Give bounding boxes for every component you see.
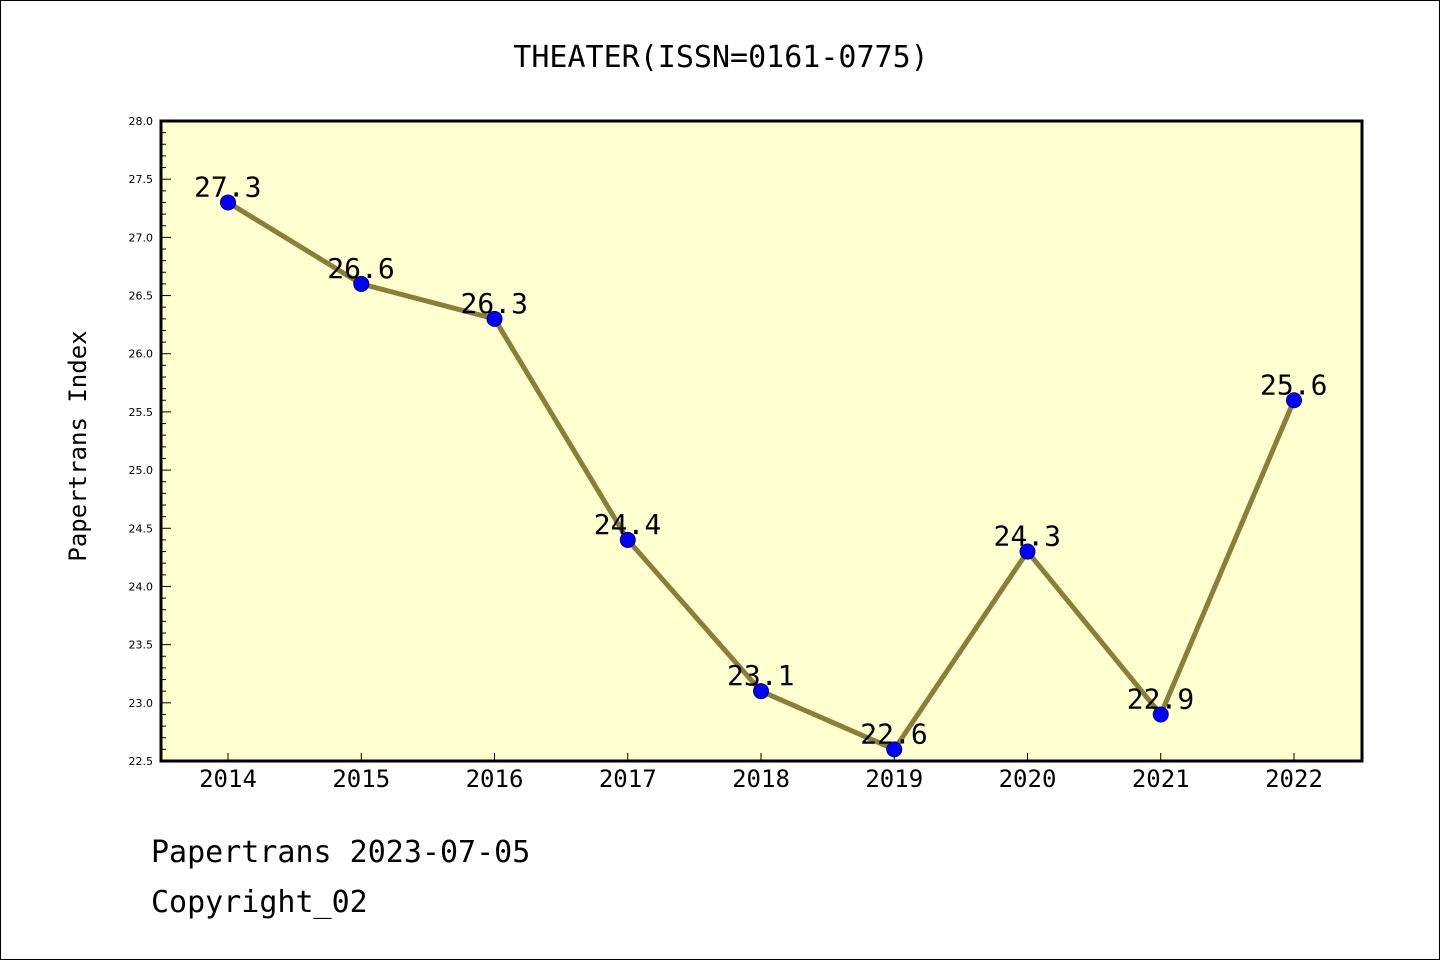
- data-label: 26.3: [461, 287, 528, 320]
- x-axis-ticks: 2014 2015 2016 2017 2018 2019 2020 2021 2022: [199, 753, 1323, 793]
- x-tick-label: 2020: [999, 765, 1057, 793]
- y-tick-label: 23.0: [129, 697, 154, 710]
- data-point: [486, 310, 503, 327]
- y-tick-label: 23.5: [129, 639, 154, 652]
- data-label: 27.3: [194, 170, 261, 203]
- data-label: 22.6: [860, 717, 927, 750]
- x-tick-label: 2014: [199, 765, 257, 793]
- footer-copyright: Copyright_02: [151, 885, 368, 920]
- y-axis-label: Papertrans Index: [64, 330, 92, 561]
- y-tick-label: 24.0: [129, 580, 154, 593]
- data-point: [1152, 706, 1169, 723]
- data-label: 26.6: [327, 252, 394, 285]
- y-tick-label: 27.5: [129, 173, 154, 186]
- y-tick-label: 26.0: [129, 348, 154, 361]
- data-point: [353, 275, 370, 292]
- y-axis-ticks: 22.5 23.0 23.5 24.0 24.5 25.0 25.5 26.0 26.5 27.0…: [129, 115, 171, 768]
- plot-area: [159, 119, 1364, 763]
- x-tick-label: 2018: [732, 765, 790, 793]
- chart-title: THEATER(ISSN=0161-0775): [513, 40, 928, 75]
- x-tick-label: 2015: [332, 765, 390, 793]
- y-tick-label: 28.0: [129, 115, 154, 128]
- x-tick-label: 2022: [1265, 765, 1323, 793]
- footer-date: Papertrans 2023-07-05: [151, 835, 531, 870]
- data-point: [1286, 392, 1302, 409]
- data-label: 25.6: [1260, 368, 1327, 401]
- y-tick-label: 22.5: [129, 755, 154, 768]
- data-label: 23.1: [727, 659, 794, 692]
- y-tick-label: 24.5: [129, 522, 154, 535]
- data-point: [753, 683, 769, 700]
- data-point: [1019, 543, 1036, 560]
- y-tick-label: 27.0: [129, 231, 154, 244]
- series-layer: 27.3 26.6 26.3 24.4 23.1 22.6 24.3 22.9 25.6: [194, 170, 1327, 758]
- x-tick-label: 2016: [466, 765, 524, 793]
- data-label: 24.3: [994, 520, 1061, 553]
- data-point: [220, 194, 236, 211]
- y-tick-label: 25.5: [129, 406, 154, 419]
- data-label: 24.4: [594, 508, 661, 541]
- data-point: [619, 531, 636, 548]
- x-tick-label: 2017: [599, 765, 657, 793]
- data-point: [886, 741, 903, 758]
- y-tick-label: 25.0: [129, 464, 154, 477]
- x-tick-label: 2021: [1132, 765, 1190, 793]
- data-label: 22.9: [1127, 682, 1194, 715]
- x-tick-label: 2019: [865, 765, 923, 793]
- y-tick-label: 26.5: [129, 290, 154, 303]
